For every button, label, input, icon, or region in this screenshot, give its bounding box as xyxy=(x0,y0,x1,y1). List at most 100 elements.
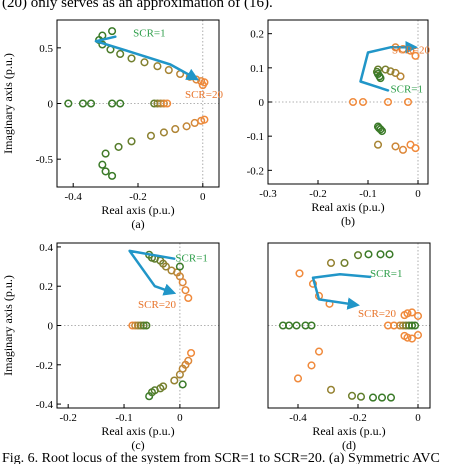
pole-marker xyxy=(356,392,366,401)
data-points xyxy=(128,250,196,401)
scr-annotation: SCR=20 xyxy=(392,44,430,56)
pole-marker xyxy=(307,321,316,330)
y-tick-label: 0 xyxy=(48,321,54,333)
pole-marker xyxy=(187,348,196,358)
pole-marker xyxy=(101,167,110,176)
pole-marker xyxy=(376,125,385,134)
pole-marker xyxy=(139,321,148,330)
y-tick-label: -0.5 xyxy=(36,154,54,166)
pole-marker xyxy=(163,99,172,108)
x-tick-label: -0.4 xyxy=(64,191,82,203)
scr-annotation: SCR=20 xyxy=(138,299,176,311)
pole-marker xyxy=(381,65,390,74)
pole-marker xyxy=(140,58,149,67)
y-tick-label: 0.2 xyxy=(39,281,53,293)
y-tick-label: 0.2 xyxy=(250,29,264,41)
pole-marker xyxy=(146,131,156,140)
y-tick-label: 0 xyxy=(48,99,54,111)
y-tick-label: -0.1 xyxy=(247,131,264,143)
pole-marker xyxy=(127,137,136,146)
scr-annotation: SCR=1 xyxy=(391,83,424,95)
pole-marker xyxy=(410,321,420,330)
y-axis-label: Imaginary axis (p.u.) xyxy=(1,275,15,376)
pole-marker xyxy=(114,142,123,151)
x-axis-label: Real axis (p.u.) xyxy=(311,200,384,214)
y-tick-label: 0.5 xyxy=(39,43,53,55)
x-tick-label: 0 xyxy=(415,188,421,200)
pole-marker xyxy=(98,160,107,169)
pole-marker xyxy=(184,293,193,303)
x-tick-label: 0 xyxy=(200,191,206,203)
scr-annotation: SCR=20 xyxy=(185,89,223,101)
chart-panel: -0.3 -0.2 -0.1 0 -0.2 -0.1 0 0.1 0.2 Real axis (p… xyxy=(247,19,430,228)
pole-marker xyxy=(159,99,168,108)
pole-marker xyxy=(108,27,117,36)
x-tick-label: -0.2 xyxy=(309,188,326,200)
x-tick-label: -0.1 xyxy=(115,412,132,424)
pole-marker xyxy=(171,125,180,134)
pole-marker xyxy=(164,66,173,75)
pole-marker xyxy=(407,321,417,330)
pole-marker xyxy=(200,115,209,124)
pole-marker xyxy=(403,97,413,107)
pole-marker xyxy=(184,356,193,365)
y-axis-label: Imaginary axis (p.u.) xyxy=(1,53,15,154)
pole-marker xyxy=(128,321,137,330)
chart-panel: -0.4 -0.2 0 -0.5 0 0.5 Real axis (p.u.) Imagina… xyxy=(1,19,223,231)
pole-marker xyxy=(136,321,145,330)
y-tick-label: 0.4 xyxy=(39,242,53,254)
pole-marker xyxy=(108,99,117,108)
pole-marker xyxy=(178,380,187,389)
pole-marker xyxy=(153,62,162,71)
x-tick-label: -0.2 xyxy=(59,412,76,424)
scr-annotation: SCR=1 xyxy=(370,268,403,280)
pole-marker xyxy=(78,99,87,108)
pole-marker xyxy=(347,391,357,400)
pole-marker xyxy=(292,321,301,330)
pole-marker xyxy=(391,68,400,78)
pole-marker xyxy=(377,393,387,402)
pole-marker xyxy=(413,311,423,320)
pole-marker xyxy=(413,331,423,340)
y-tick-label: -0.4 xyxy=(36,399,54,411)
scr-annotation: SCR=20 xyxy=(358,308,396,320)
x-tick-label: -0.2 xyxy=(129,191,146,203)
pole-marker xyxy=(385,250,394,259)
pole-marker xyxy=(386,67,395,76)
header-caption-fragment: (20) only serves as an approximation of … xyxy=(2,0,273,11)
pole-marker xyxy=(116,49,125,59)
pole-marker xyxy=(295,269,304,278)
pole-marker xyxy=(340,258,349,268)
pole-marker xyxy=(101,149,110,158)
pole-marker xyxy=(86,99,96,108)
pole-marker xyxy=(364,250,373,259)
pole-marker xyxy=(307,361,316,370)
x-tick-label: 0 xyxy=(415,412,421,424)
x-axis-label: Real axis (p.u.) xyxy=(101,424,174,438)
pole-marker xyxy=(190,118,199,128)
pole-marker xyxy=(358,97,368,107)
footer-caption: Fig. 6. Root locus of the system from SC… xyxy=(2,451,440,464)
scr-annotation: SCR=1 xyxy=(133,28,166,40)
panels-container: -0.4 -0.2 0 -0.5 0 0.5 Real axis (p.u.) Imagina… xyxy=(1,19,431,452)
x-tick-label: -0.4 xyxy=(289,412,307,424)
y-tick-label: 0.1 xyxy=(250,63,264,75)
pole-marker xyxy=(314,347,324,356)
pole-marker xyxy=(326,258,336,268)
x-tick-label: -0.3 xyxy=(259,188,277,200)
pole-marker xyxy=(178,278,187,287)
pole-marker xyxy=(159,382,168,391)
x-tick-label: 0 xyxy=(177,412,183,424)
plot-frame xyxy=(267,242,431,409)
direction-arrow xyxy=(128,249,177,296)
pole-marker xyxy=(386,393,396,402)
pole-marker xyxy=(398,145,408,154)
pole-marker xyxy=(391,142,400,151)
direction-arrow xyxy=(94,35,200,81)
pole-marker xyxy=(284,321,294,330)
pole-marker xyxy=(407,334,417,343)
pole-marker xyxy=(64,99,73,108)
pole-marker xyxy=(348,97,358,107)
panel-label: (d) xyxy=(342,438,356,452)
